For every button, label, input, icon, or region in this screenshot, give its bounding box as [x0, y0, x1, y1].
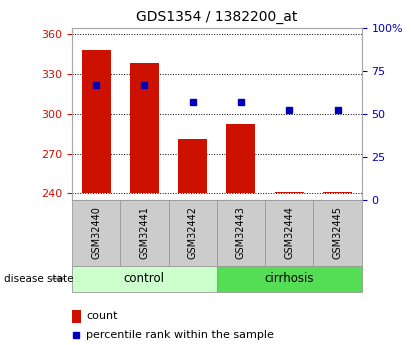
- Bar: [265, 200, 314, 266]
- Bar: [169, 200, 217, 266]
- Text: GSM32444: GSM32444: [284, 206, 294, 259]
- Bar: [120, 200, 169, 266]
- Bar: [178, 139, 207, 194]
- Text: GSM32440: GSM32440: [91, 206, 101, 259]
- Bar: [72, 200, 120, 266]
- Text: control: control: [124, 272, 165, 285]
- Bar: [323, 192, 352, 194]
- Text: percentile rank within the sample: percentile rank within the sample: [86, 330, 274, 339]
- Text: GSM32441: GSM32441: [139, 206, 149, 259]
- Text: GSM32442: GSM32442: [188, 206, 198, 259]
- Title: GDS1354 / 1382200_at: GDS1354 / 1382200_at: [136, 10, 298, 24]
- Text: cirrhosis: cirrhosis: [265, 272, 314, 285]
- Bar: [217, 200, 265, 266]
- Text: GSM32443: GSM32443: [236, 206, 246, 259]
- Bar: [72, 310, 81, 323]
- Bar: [130, 63, 159, 194]
- Bar: [72, 266, 217, 292]
- Bar: [81, 50, 111, 194]
- Bar: [226, 125, 256, 194]
- Text: disease state: disease state: [4, 274, 74, 284]
- Text: count: count: [86, 312, 118, 321]
- Bar: [275, 192, 304, 194]
- Bar: [217, 266, 362, 292]
- Text: GSM32445: GSM32445: [332, 206, 342, 259]
- Bar: [314, 200, 362, 266]
